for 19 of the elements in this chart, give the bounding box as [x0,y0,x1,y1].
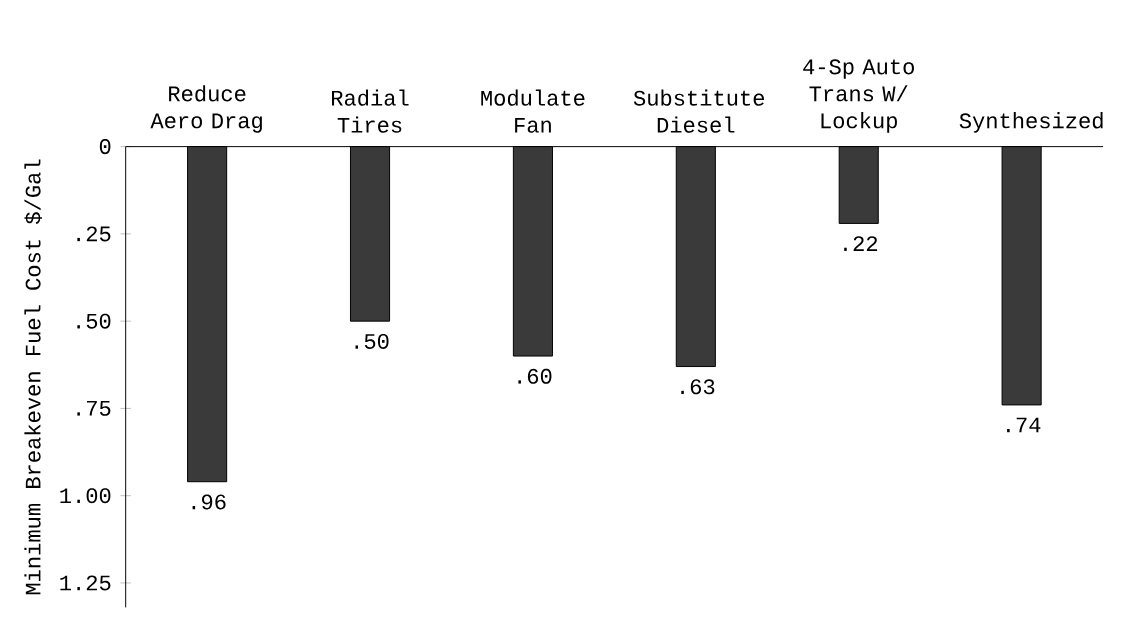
data-label: .60 [518,368,552,384]
data-label: .96 [192,494,226,510]
y-tick-label: .75 [77,400,111,416]
y-axis-title: Minimum Breakeven Fuel Cost $/Gal [24,159,42,595]
data-label: .22 [844,236,878,251]
x-tick-label: Radial Tires [332,89,409,133]
y-tick-label: 1.00 [60,488,111,504]
x-tick-label: Synthesized [959,111,1103,133]
data-label: .74 [1007,417,1041,433]
x-tick-label: Reduce Aero Drag [150,84,262,133]
data-label: .50 [355,333,389,349]
y-tick-label: .25 [77,226,111,242]
data-label: .63 [681,379,715,395]
y-tick-label: 1.25 [60,575,111,591]
x-tick-label: Substitute Diesel [633,89,765,133]
x-tick-label: 4-Sp Auto Trans W/ Lockup [803,59,914,133]
y-tick-label: .50 [77,313,111,329]
x-tick-label: Modulate Fan [481,89,585,133]
y-tick-label: 0 [99,138,111,154]
